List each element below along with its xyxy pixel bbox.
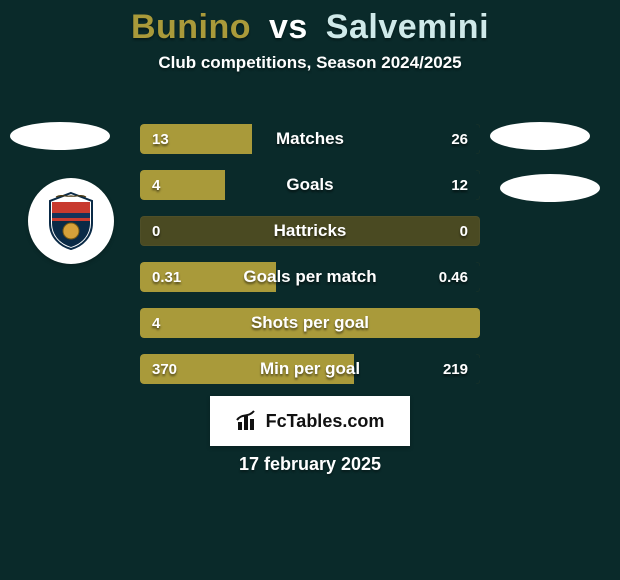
stat-row: 4Shots per goal xyxy=(140,308,480,338)
avatar-placeholder-left xyxy=(10,122,110,150)
page-title: Bunino vs Salvemini xyxy=(0,0,620,47)
title-right: Salvemini xyxy=(326,8,489,46)
stat-value-right: 12 xyxy=(439,170,480,200)
subtitle: Club competitions, Season 2024/2025 xyxy=(0,53,620,73)
stat-value-right: 26 xyxy=(439,124,480,154)
stat-row: 370219Min per goal xyxy=(140,354,480,384)
avatar-placeholder-right-2 xyxy=(500,174,600,202)
club-badge-shield-icon xyxy=(46,191,96,251)
title-left: Bunino xyxy=(131,8,251,46)
comparison-infographic: Bunino vs Salvemini Club competitions, S… xyxy=(0,0,620,580)
date-text: 17 february 2025 xyxy=(0,454,620,475)
stat-value-right: 0.46 xyxy=(427,262,480,292)
stat-value-right: 219 xyxy=(431,354,480,384)
stat-row: 412Goals xyxy=(140,170,480,200)
stat-row: 1326Matches xyxy=(140,124,480,154)
club-badge xyxy=(28,178,114,264)
stats-bars: 1326Matches412Goals00Hattricks0.310.46Go… xyxy=(140,124,480,400)
title-vs: vs xyxy=(269,8,308,46)
stat-row: 0.310.46Goals per match xyxy=(140,262,480,292)
stat-row: 0 0Hattricks xyxy=(140,216,480,246)
branding-text: FcTables.com xyxy=(266,411,385,432)
stat-value-left: 0.31 xyxy=(140,262,193,292)
avatar-placeholder-right-1 xyxy=(490,122,590,150)
stat-value-left: 370 xyxy=(140,354,189,384)
branding-badge: FcTables.com xyxy=(210,396,410,446)
stat-value-left: 4 xyxy=(140,308,172,338)
stat-value-left: 0 xyxy=(140,216,172,246)
stat-label: Hattricks xyxy=(140,216,480,246)
stat-value-left: 4 xyxy=(140,170,172,200)
stat-fill-left xyxy=(140,308,480,338)
stat-value-right xyxy=(456,308,480,338)
stat-value-left: 13 xyxy=(140,124,181,154)
bar-chart-icon xyxy=(236,410,260,432)
stat-value-right: 0 xyxy=(448,216,480,246)
